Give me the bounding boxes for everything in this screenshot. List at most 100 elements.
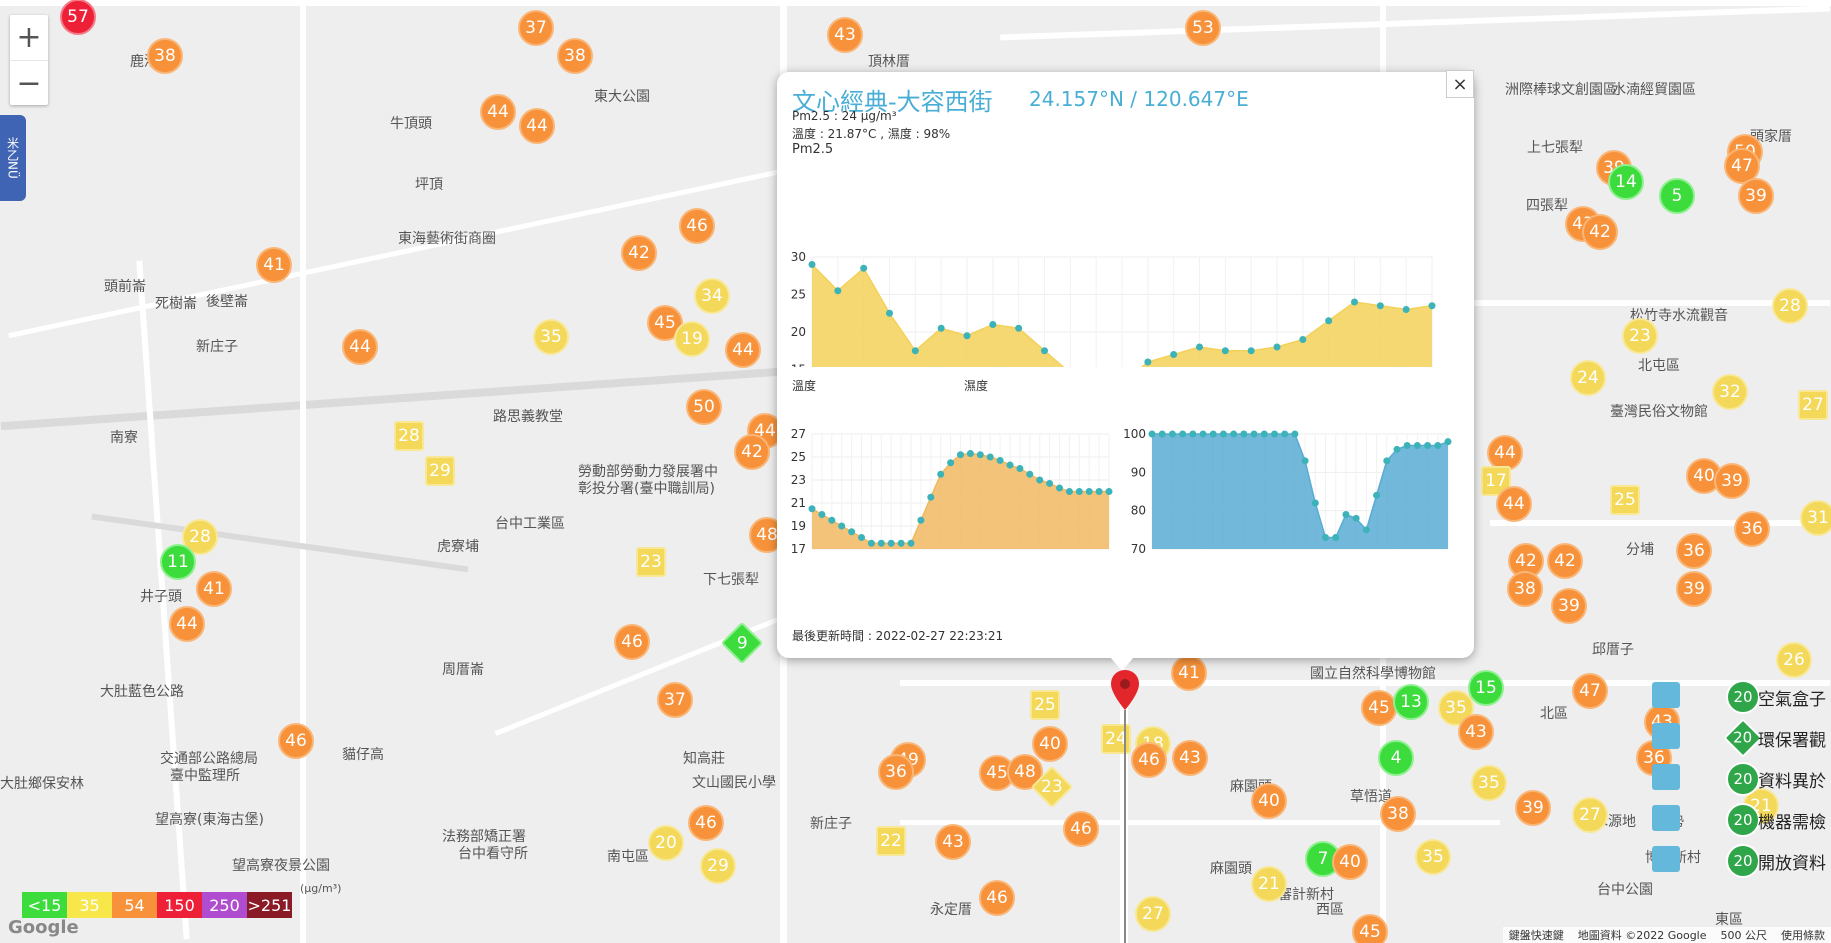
station-marker[interactable]: 44: [1496, 486, 1532, 522]
station-marker[interactable]: 34: [694, 278, 730, 314]
station-marker[interactable]: 37: [657, 682, 693, 718]
station-marker[interactable]: 11: [160, 544, 196, 580]
station-marker[interactable]: 44: [342, 329, 378, 365]
station-marker[interactable]: 42: [734, 434, 770, 470]
station-marker[interactable]: 40: [1251, 783, 1287, 819]
station-marker[interactable]: 40: [1332, 844, 1368, 880]
popup-close-button[interactable]: ×: [1446, 70, 1474, 98]
station-marker[interactable]: 38: [1507, 571, 1543, 607]
station-marker[interactable]: 41: [256, 247, 292, 283]
station-marker[interactable]: 43: [1458, 714, 1494, 750]
station-marker[interactable]: 36: [1734, 511, 1770, 547]
station-marker[interactable]: 43: [827, 17, 863, 53]
station-marker[interactable]: 28: [1772, 288, 1808, 324]
station-marker[interactable]: 35: [1438, 690, 1474, 726]
station-marker[interactable]: 24: [1101, 724, 1131, 754]
side-panel-tab[interactable]: 米乙NÜ: [0, 115, 26, 201]
station-marker[interactable]: 44: [480, 94, 516, 130]
data-point: [1085, 488, 1093, 495]
station-marker[interactable]: 35: [1415, 839, 1451, 875]
station-marker[interactable]: 26: [1776, 642, 1812, 678]
station-marker[interactable]: 41: [196, 571, 232, 607]
station-marker[interactable]: 38: [557, 38, 593, 74]
station-marker[interactable]: 22: [876, 826, 906, 856]
station-marker[interactable]: 17: [1481, 466, 1511, 496]
station-marker[interactable]: 21: [1251, 866, 1287, 902]
station-marker[interactable]: 35: [533, 319, 569, 355]
station-marker[interactable]: 46: [979, 880, 1015, 916]
legend-row[interactable]: 20 空氣盒子: [1640, 676, 1831, 716]
legend-row[interactable]: 20 環保署觀: [1640, 717, 1831, 758]
station-marker-value: 44: [526, 116, 548, 136]
station-marker[interactable]: 35: [1471, 765, 1507, 801]
zoom-out-button[interactable]: −: [16, 66, 42, 101]
station-marker[interactable]: 39: [1714, 463, 1750, 499]
station-marker[interactable]: 29: [425, 456, 455, 486]
station-marker[interactable]: 47: [1724, 148, 1760, 184]
station-marker[interactable]: 15: [1468, 670, 1504, 706]
station-marker[interactable]: 28: [394, 421, 424, 451]
terms-link[interactable]: 使用條款: [1781, 929, 1825, 942]
station-marker[interactable]: 45: [1361, 690, 1397, 726]
station-marker[interactable]: 42: [621, 235, 657, 271]
station-marker[interactable]: 46: [614, 624, 650, 660]
station-marker[interactable]: 20: [648, 825, 684, 861]
legend-row[interactable]: 20 機器需檢: [1640, 799, 1831, 839]
station-marker[interactable]: 23: [1622, 318, 1658, 354]
station-marker[interactable]: 24: [1570, 360, 1606, 396]
station-marker[interactable]: 46: [679, 208, 715, 244]
pm25-unit-label: (μg/m³): [300, 882, 342, 895]
station-marker[interactable]: 42: [1582, 214, 1618, 250]
keyboard-shortcuts-link[interactable]: 鍵盤快速鍵: [1508, 929, 1564, 942]
zoom-in-button[interactable]: +: [10, 15, 48, 61]
station-marker[interactable]: 29: [700, 848, 736, 884]
station-marker[interactable]: 14: [1608, 164, 1644, 200]
station-marker[interactable]: 44: [1487, 435, 1523, 471]
station-marker[interactable]: 13: [1393, 684, 1429, 720]
station-marker[interactable]: 40: [1032, 726, 1068, 762]
y-tick-label: 70: [1131, 542, 1146, 556]
station-marker[interactable]: 44: [725, 332, 761, 368]
station-marker[interactable]: 27: [1798, 390, 1828, 420]
station-marker[interactable]: 27: [1135, 896, 1171, 932]
station-marker[interactable]: 31: [1800, 500, 1831, 536]
station-marker[interactable]: 42: [1547, 543, 1583, 579]
station-marker[interactable]: 53: [1185, 10, 1221, 46]
legend-label: 環保署觀: [1758, 731, 1826, 751]
station-marker[interactable]: 43: [935, 824, 971, 860]
station-marker[interactable]: 36: [878, 754, 914, 790]
station-marker[interactable]: 57: [60, 0, 96, 35]
station-marker[interactable]: 19: [674, 321, 710, 357]
station-marker[interactable]: 37: [518, 10, 554, 46]
station-marker[interactable]: 5: [1659, 178, 1695, 214]
station-marker[interactable]: 39: [1515, 790, 1551, 826]
station-marker[interactable]: 46: [278, 723, 314, 759]
station-marker[interactable]: 41: [1171, 655, 1207, 691]
station-marker[interactable]: 44: [519, 108, 555, 144]
scale-bar[interactable]: 500 公尺: [1720, 929, 1768, 942]
data-point: [886, 309, 893, 317]
station-marker[interactable]: 38: [147, 38, 183, 74]
station-marker[interactable]: 27: [1572, 797, 1608, 833]
station-marker[interactable]: 32: [1712, 374, 1748, 410]
location-pin-icon[interactable]: [1111, 670, 1139, 710]
station-marker[interactable]: 4: [1378, 740, 1414, 776]
station-marker[interactable]: 50: [686, 389, 722, 425]
station-marker[interactable]: 23: [636, 547, 666, 577]
station-marker[interactable]: 45: [1352, 914, 1388, 943]
station-marker[interactable]: 46: [1063, 811, 1099, 847]
station-marker[interactable]: 39: [1676, 571, 1712, 607]
station-marker[interactable]: 38: [1380, 796, 1416, 832]
station-marker[interactable]: 25: [1610, 485, 1640, 515]
station-marker[interactable]: 36: [1676, 533, 1712, 569]
station-marker[interactable]: 39: [1551, 588, 1587, 624]
station-marker[interactable]: 39: [1738, 178, 1774, 214]
legend-row[interactable]: 20 開放資料: [1640, 840, 1831, 880]
legend-row[interactable]: 20 資料異於: [1640, 758, 1831, 798]
station-marker[interactable]: 46: [688, 805, 724, 841]
station-marker[interactable]: 25: [1030, 690, 1060, 720]
station-marker[interactable]: 43: [1172, 740, 1208, 776]
station-marker[interactable]: 47: [1572, 673, 1608, 709]
station-marker[interactable]: 44: [169, 606, 205, 642]
station-marker[interactable]: 46: [1131, 742, 1167, 778]
